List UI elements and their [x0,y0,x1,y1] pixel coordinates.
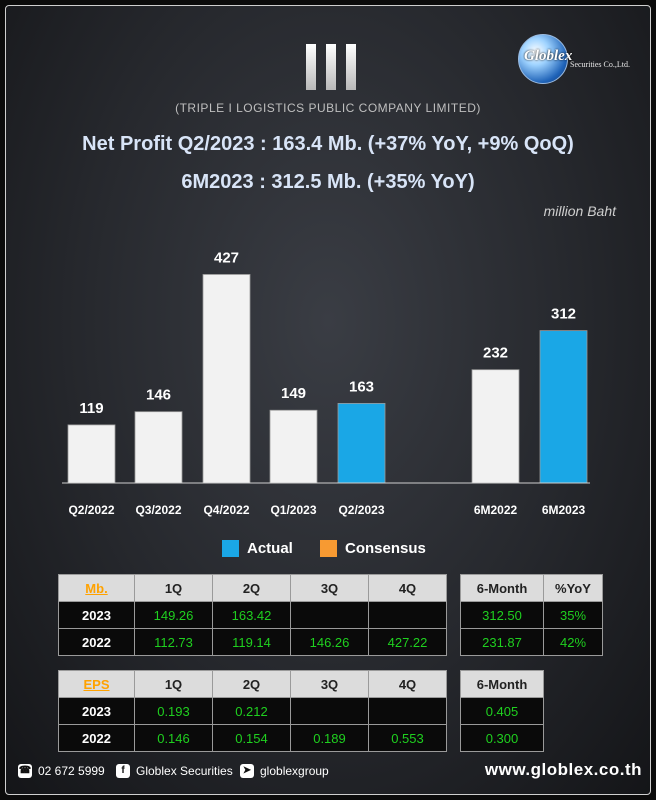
unit-label: million Baht [543,203,616,219]
table-key-eps: EPS [58,670,135,698]
category-label: Q4/2022 [203,503,249,517]
net-profit-summary-table: 6-Month %YoY 312.50 35% 231.87 42% [460,574,603,656]
footer-telegram[interactable]: ➤ globlexgroup [240,764,329,778]
bar-q2-2022 [67,424,116,484]
category-label: Q3/2022 [135,503,181,517]
category-label: 6M2023 [542,503,586,517]
legend-swatch-actual [222,540,239,557]
telegram-icon: ➤ [240,764,254,778]
category-label: 6M2022 [474,503,518,517]
table-row: 2023 149.26 163.42 [58,601,447,629]
footer-facebook[interactable]: f Globlex Securities [116,764,233,778]
data-label: 312 [551,306,576,323]
data-label: 163 [349,378,374,395]
bar-q4-2022 [202,274,251,484]
data-label: 146 [146,387,171,404]
category-label: Q1/2023 [270,503,316,517]
net-profit-chart: 119 Q2/2022 146 Q3/2022 427 Q4/2022 149 Q1/2023… [62,249,590,517]
bar-6m2022 [471,369,520,484]
category-label: Q2/2023 [338,503,384,517]
legend-item-actual: Actual [222,540,293,557]
table-key-mb: Mb. [58,574,135,602]
headline-half-year: 6M2023 : 312.5 Mb. (+35% YoY) [181,171,475,193]
table-row: 2022 0.146 0.154 0.189 0.553 [58,724,447,752]
phone-icon: ☎ [18,764,32,778]
bar-q2-2023 [337,402,386,484]
facebook-icon: f [116,764,130,778]
iii-logo [306,44,362,90]
globe-icon [518,34,568,84]
table-row: 2022 112.73 119.14 146.26 427.22 [58,628,447,656]
table-row: 2023 0.193 0.212 [58,697,447,725]
website-link[interactable]: www.globlex.co.th [484,760,642,779]
table-row: 0.300 [460,724,544,752]
headline-quarter: Net Profit Q2/2023 : 163.4 Mb. (+37% YoY… [82,133,574,155]
net-profit-table: Mb. 1Q 2Q 3Q 4Q 2023 149.26 163.42 2022 … [58,574,447,656]
company-name: (TRIPLE I LOGISTICS PUBLIC COMPANY LIMIT… [175,101,481,115]
legend-item-consensus: Consensus [320,540,426,557]
data-label: 232 [483,345,508,362]
data-label: 427 [214,249,239,266]
data-label: 119 [79,400,103,417]
globlex-logo: Globlex Securities Co.,Ltd. [518,34,642,86]
footer: ☎ 02 672 5999 f Globlex Securities ➤ glo… [14,760,642,782]
data-label: 149 [281,385,306,402]
category-label: Q2/2022 [68,503,114,517]
table-row: 231.87 42% [460,628,603,656]
eps-table: EPS 1Q 2Q 3Q 4Q 2023 0.193 0.212 2022 0.… [58,670,447,752]
legend-swatch-consensus [320,540,337,557]
table-row: 312.50 35% [460,601,603,629]
footer-phone: ☎ 02 672 5999 [18,764,105,778]
bar-6m2023 [539,330,588,484]
bar-q1-2023 [269,409,318,484]
bar-q3-2022 [134,411,183,484]
table-row: 0.405 [460,697,544,725]
eps-summary-table: 6-Month 0.405 0.300 [460,670,544,752]
